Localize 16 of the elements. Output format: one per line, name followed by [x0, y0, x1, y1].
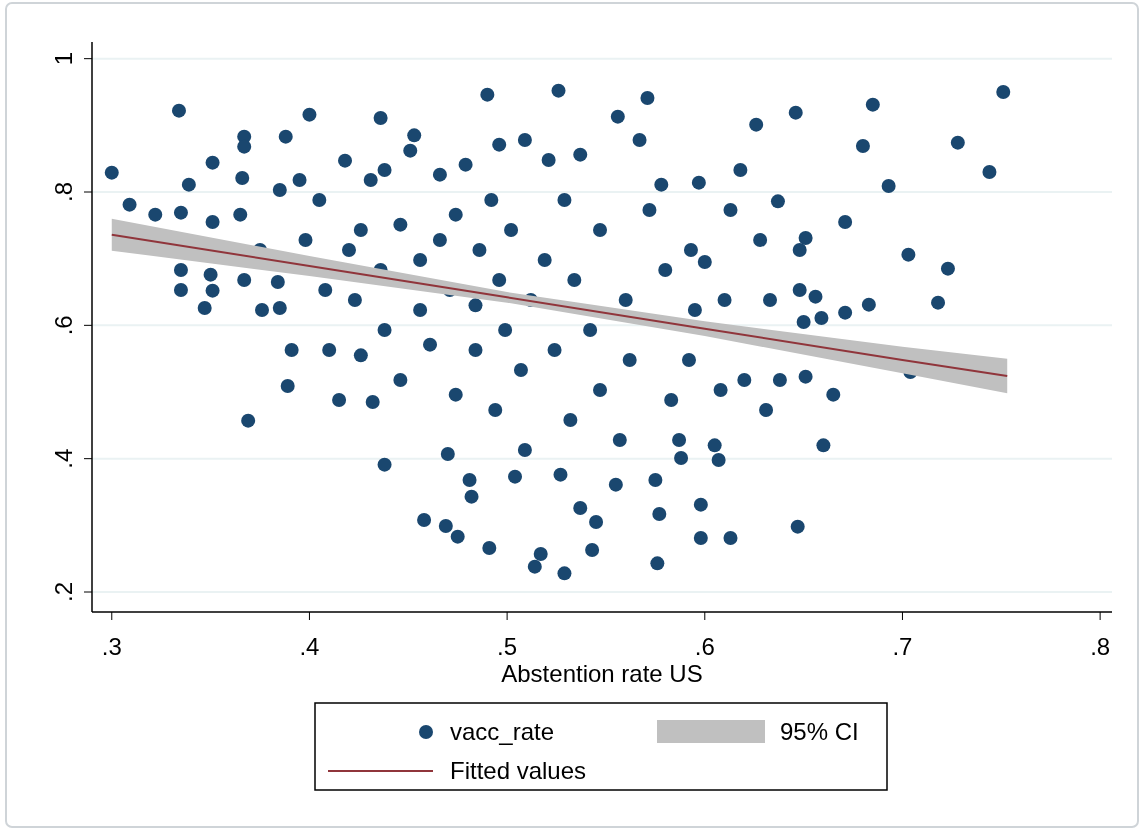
legend-label: Fitted values — [450, 757, 587, 784]
y-tick-label: .4 — [50, 448, 77, 469]
x-tick-label: .6 — [694, 633, 715, 660]
y-tick-label: .6 — [50, 315, 77, 336]
x-tick-label: .3 — [101, 633, 122, 660]
y-tick-label: 1 — [50, 51, 77, 66]
legend-label: vacc_rate — [450, 718, 555, 745]
y-tick-label: .8 — [50, 181, 77, 203]
x-axis-title: Abstention rate US — [501, 660, 703, 687]
text: 95% CI — [780, 718, 859, 745]
x-tick-label: .8 — [1090, 633, 1111, 660]
y-tick-label: .2 — [50, 581, 77, 603]
x-tick-label: .4 — [299, 633, 320, 660]
line-series — [110, 233, 1009, 377]
x-tick-label: .7 — [892, 633, 913, 660]
x-tick-label: .5 — [497, 633, 518, 660]
